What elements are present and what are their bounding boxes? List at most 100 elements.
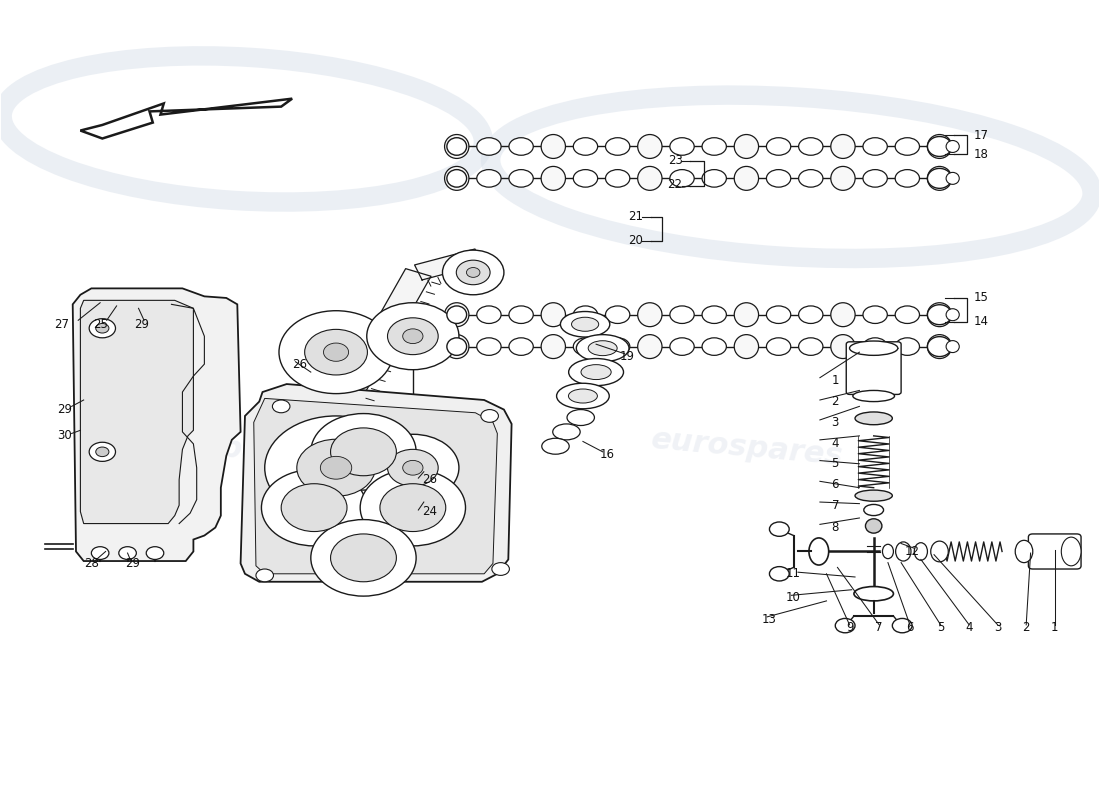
Ellipse shape <box>557 383 609 409</box>
Circle shape <box>331 428 396 476</box>
Ellipse shape <box>573 338 597 355</box>
Text: 6: 6 <box>832 478 839 491</box>
Ellipse shape <box>552 424 580 440</box>
Ellipse shape <box>808 538 828 565</box>
Ellipse shape <box>509 138 534 155</box>
Ellipse shape <box>572 318 598 331</box>
Polygon shape <box>73 288 241 561</box>
Ellipse shape <box>605 338 630 355</box>
Circle shape <box>360 470 465 546</box>
Ellipse shape <box>638 334 662 358</box>
Circle shape <box>769 566 789 581</box>
Ellipse shape <box>560 311 609 337</box>
Circle shape <box>265 416 407 519</box>
Text: 24: 24 <box>421 505 437 518</box>
Ellipse shape <box>1015 540 1033 562</box>
Ellipse shape <box>927 166 952 190</box>
Ellipse shape <box>476 170 502 187</box>
Ellipse shape <box>946 172 959 184</box>
Ellipse shape <box>569 358 624 386</box>
Ellipse shape <box>541 302 565 326</box>
Circle shape <box>282 484 346 531</box>
Ellipse shape <box>509 306 534 323</box>
Ellipse shape <box>830 334 855 358</box>
Circle shape <box>323 343 349 362</box>
Ellipse shape <box>852 390 894 402</box>
Ellipse shape <box>581 365 612 379</box>
Ellipse shape <box>927 305 952 325</box>
Circle shape <box>96 447 109 457</box>
Ellipse shape <box>854 586 893 601</box>
Text: 15: 15 <box>974 291 989 305</box>
Polygon shape <box>80 300 194 523</box>
Circle shape <box>297 439 375 496</box>
Ellipse shape <box>573 306 597 323</box>
Ellipse shape <box>914 542 927 560</box>
Text: 5: 5 <box>832 458 839 470</box>
Ellipse shape <box>767 338 791 355</box>
Text: 29: 29 <box>134 318 150 330</box>
Ellipse shape <box>734 134 759 158</box>
Ellipse shape <box>541 134 565 158</box>
Polygon shape <box>329 269 431 412</box>
Ellipse shape <box>734 334 759 358</box>
Text: 4: 4 <box>832 437 839 450</box>
Ellipse shape <box>855 412 892 425</box>
Ellipse shape <box>569 389 597 403</box>
Text: 3: 3 <box>832 416 839 429</box>
Circle shape <box>256 569 274 582</box>
Ellipse shape <box>605 138 630 155</box>
Text: 1: 1 <box>832 374 839 386</box>
Text: 3: 3 <box>994 621 1001 634</box>
Ellipse shape <box>509 338 534 355</box>
Text: 16: 16 <box>600 448 615 461</box>
Polygon shape <box>415 249 483 280</box>
Circle shape <box>311 519 416 596</box>
Circle shape <box>892 618 912 633</box>
Ellipse shape <box>864 306 888 323</box>
Text: 7: 7 <box>876 621 883 634</box>
Ellipse shape <box>542 438 569 454</box>
Text: 1: 1 <box>1050 621 1058 634</box>
Ellipse shape <box>476 306 502 323</box>
Text: 4: 4 <box>966 621 972 634</box>
Ellipse shape <box>864 170 888 187</box>
Ellipse shape <box>447 338 466 355</box>
Ellipse shape <box>702 306 726 323</box>
Ellipse shape <box>541 166 565 190</box>
Ellipse shape <box>476 138 502 155</box>
Polygon shape <box>80 98 293 138</box>
Ellipse shape <box>767 138 791 155</box>
Text: 26: 26 <box>293 358 307 370</box>
Text: 11: 11 <box>786 567 801 580</box>
Text: 26: 26 <box>421 474 437 486</box>
Ellipse shape <box>895 542 911 561</box>
Ellipse shape <box>541 334 565 358</box>
Ellipse shape <box>866 518 882 533</box>
Circle shape <box>320 456 352 479</box>
Ellipse shape <box>734 166 759 190</box>
Text: 27: 27 <box>54 318 69 330</box>
Ellipse shape <box>895 170 920 187</box>
Ellipse shape <box>1062 537 1081 566</box>
Ellipse shape <box>670 338 694 355</box>
Ellipse shape <box>566 410 594 426</box>
Ellipse shape <box>946 309 959 321</box>
Text: 2: 2 <box>832 395 839 408</box>
Ellipse shape <box>444 334 469 358</box>
Ellipse shape <box>849 341 898 355</box>
Circle shape <box>466 267 480 278</box>
Ellipse shape <box>588 341 617 356</box>
Ellipse shape <box>882 544 893 558</box>
Ellipse shape <box>670 170 694 187</box>
Circle shape <box>96 323 109 333</box>
Circle shape <box>146 546 164 559</box>
Circle shape <box>311 414 416 490</box>
Ellipse shape <box>927 169 952 188</box>
Text: 22: 22 <box>668 178 683 191</box>
Circle shape <box>387 450 438 486</box>
Text: 17: 17 <box>974 129 989 142</box>
Circle shape <box>305 330 367 375</box>
Circle shape <box>89 318 116 338</box>
Ellipse shape <box>767 170 791 187</box>
